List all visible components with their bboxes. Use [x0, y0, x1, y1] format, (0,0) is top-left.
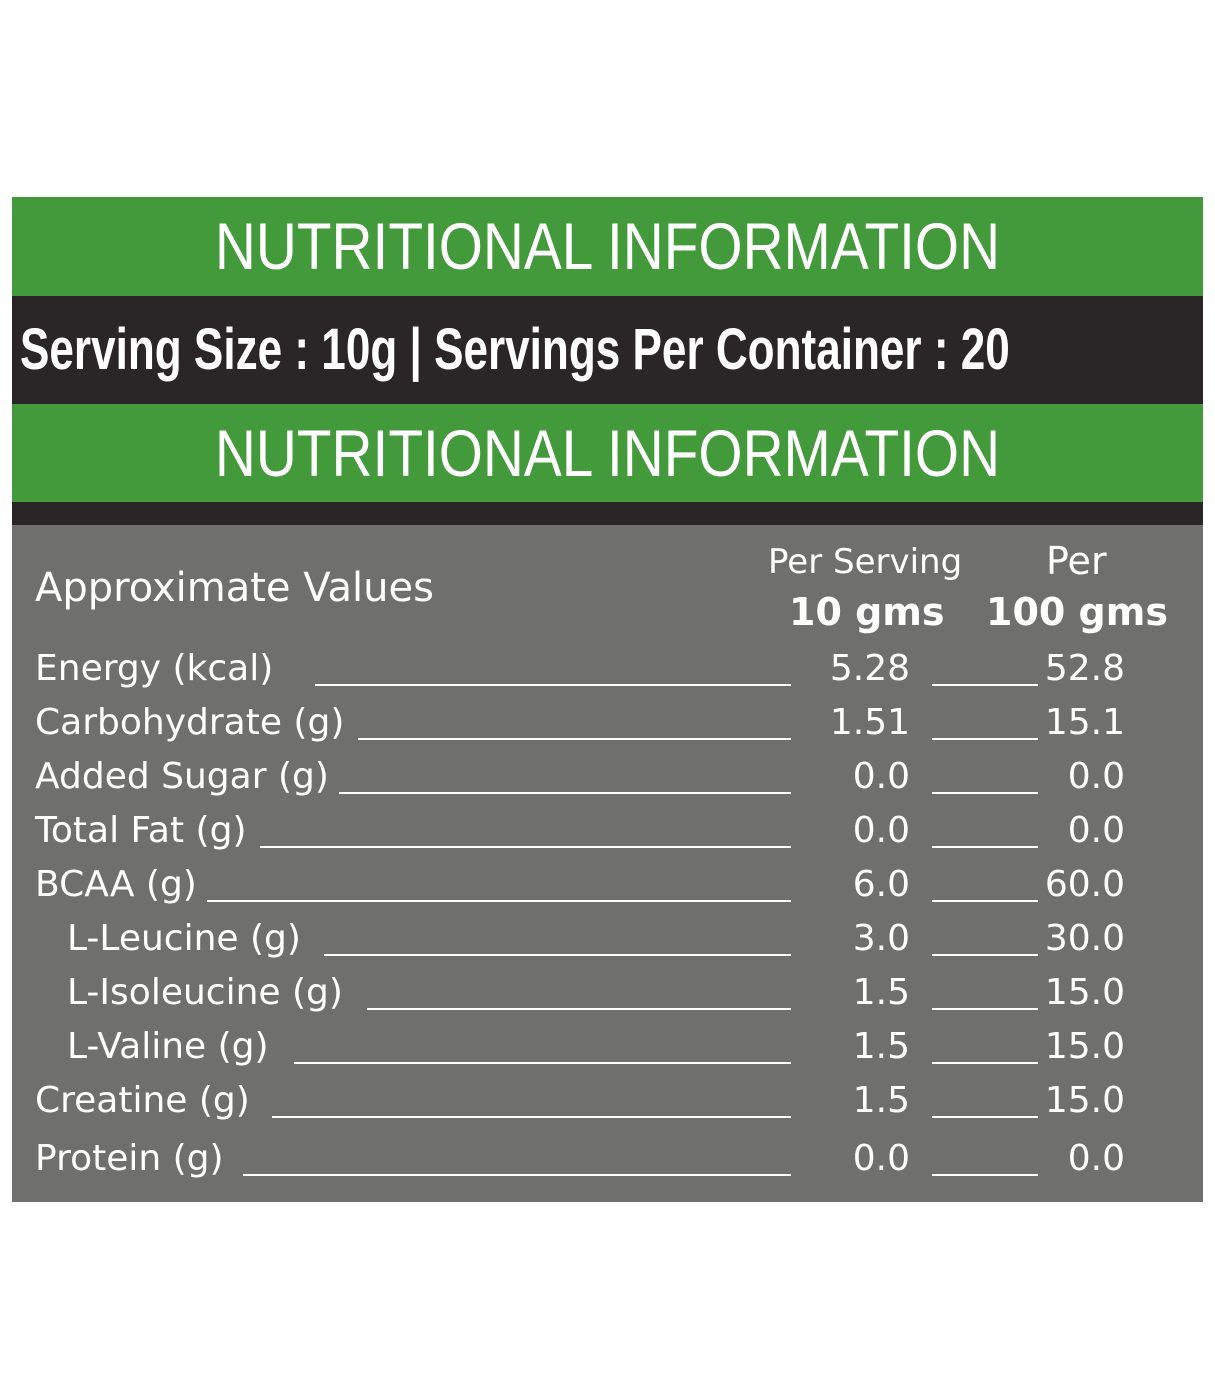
leader-line — [315, 684, 791, 686]
per-serving-value: 0.0 — [852, 810, 910, 851]
leader-line — [932, 738, 1038, 740]
per-serving-value: 1.5 — [852, 972, 910, 1013]
nutrient-row: Energy (kcal) 5.28 52.8 — [12, 647, 1203, 701]
per-100g-value: 0.0 — [1067, 756, 1125, 797]
col2-header: Per — [1046, 539, 1107, 583]
leader-line — [324, 954, 791, 956]
nutrient-label: L-Isoleucine (g) — [67, 972, 343, 1013]
nutrient-label: Energy (kcal) — [35, 648, 274, 689]
per-serving-value: 0.0 — [852, 1138, 910, 1179]
leader-line — [294, 1062, 791, 1064]
leader-line — [932, 846, 1038, 848]
per-100g-value: 60.0 — [1044, 864, 1125, 905]
leader-line — [272, 1116, 791, 1118]
nutrient-row: BCAA (g) 6.0 60.0 — [12, 863, 1203, 917]
per-100g-value: 30.0 — [1044, 918, 1125, 959]
per-100g-value: 52.8 — [1044, 648, 1125, 689]
per-serving-value: 6.0 — [852, 864, 910, 905]
nutrient-label: Carbohydrate (g) — [35, 702, 345, 743]
nutrient-label: BCAA (g) — [35, 864, 197, 905]
title-repeat: NUTRITIONAL INFORMATION — [214, 416, 1001, 490]
leader-line — [932, 1174, 1038, 1176]
nutrient-label: Creatine (g) — [35, 1080, 250, 1121]
per-100g-value: 0.0 — [1067, 810, 1125, 851]
title-banner: NUTRITIONAL INFORMATION — [12, 197, 1203, 296]
leader-line — [932, 1116, 1038, 1118]
title-banner-repeat: NUTRITIONAL INFORMATION — [12, 404, 1203, 502]
per-serving-value: 1.5 — [852, 1080, 910, 1121]
nutrient-row: Creatine (g) 1.5 15.0 — [12, 1079, 1203, 1133]
per-100g-value: 15.0 — [1044, 972, 1125, 1013]
per-serving-value: 5.28 — [829, 648, 910, 689]
nutrient-label: Protein (g) — [35, 1138, 224, 1179]
serving-banner: Serving Size : 10g | Servings Per Contai… — [12, 296, 1203, 404]
leader-line — [932, 900, 1038, 902]
leader-line — [932, 792, 1038, 794]
per-100g-value: 0.0 — [1067, 1138, 1125, 1179]
nutrient-row: Carbohydrate (g) 1.51 15.1 — [12, 701, 1203, 755]
approximate-values-label: Approximate Values — [35, 565, 434, 611]
col1-header: Per Serving — [768, 542, 963, 582]
leader-line — [358, 738, 791, 740]
leader-line — [932, 1062, 1038, 1064]
nutrient-label: Added Sugar (g) — [35, 756, 329, 797]
per-serving-value: 0.0 — [852, 756, 910, 797]
leader-line — [339, 792, 791, 794]
leader-line — [932, 954, 1038, 956]
nutrition-panel: NUTRITIONAL INFORMATION Serving Size : 1… — [12, 197, 1203, 1202]
nutrient-label: Total Fat (g) — [35, 810, 247, 851]
nutrient-row: Added Sugar (g) 0.0 0.0 — [12, 755, 1203, 809]
per-100g-value: 15.0 — [1044, 1080, 1125, 1121]
nutrient-row: L-Leucine (g) 3.0 30.0 — [12, 917, 1203, 971]
col1-subheader: 10 gms — [789, 590, 945, 634]
serving-info: Serving Size : 10g | Servings Per Contai… — [20, 317, 1010, 382]
leader-line — [367, 1008, 791, 1010]
title: NUTRITIONAL INFORMATION — [214, 209, 1001, 283]
leader-line — [260, 846, 791, 848]
per-serving-value: 1.51 — [829, 702, 910, 743]
per-100g-value: 15.1 — [1044, 702, 1125, 743]
leader-line — [932, 684, 1038, 686]
per-100g-value: 15.0 — [1044, 1026, 1125, 1067]
per-serving-value: 3.0 — [852, 918, 910, 959]
divider-bar — [12, 502, 1203, 525]
per-serving-value: 1.5 — [852, 1026, 910, 1067]
nutrient-label: L-Valine (g) — [67, 1026, 269, 1067]
nutrient-row: Protein (g) 0.0 0.0 — [12, 1137, 1203, 1191]
nutrient-row: Total Fat (g) 0.0 0.0 — [12, 809, 1203, 863]
col2-subheader: 100 gms — [986, 590, 1168, 634]
nutrient-row: L-Isoleucine (g) 1.5 15.0 — [12, 971, 1203, 1025]
nutrient-label: L-Leucine (g) — [67, 918, 301, 959]
leader-line — [932, 1008, 1038, 1010]
nutrient-row: L-Valine (g) 1.5 15.0 — [12, 1025, 1203, 1079]
leader-line — [243, 1174, 791, 1176]
leader-line — [207, 900, 791, 902]
